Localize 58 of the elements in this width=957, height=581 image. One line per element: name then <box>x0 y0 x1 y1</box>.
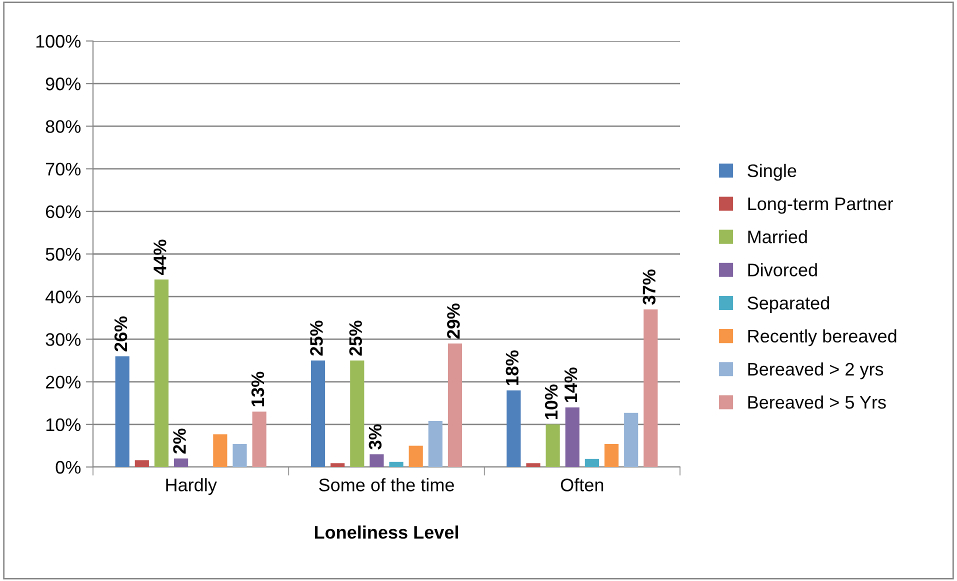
y-tick-label: 60% <box>46 205 81 218</box>
data-label: 44% <box>154 240 166 276</box>
bar <box>330 463 345 467</box>
bar <box>154 280 169 467</box>
data-label: 18% <box>506 350 519 385</box>
bar <box>448 343 462 467</box>
y-tick-label: 10% <box>46 418 81 432</box>
bar <box>350 360 364 467</box>
bar <box>174 458 188 467</box>
bar <box>644 309 658 467</box>
bar <box>389 462 404 467</box>
x-tick-label: Some of the time <box>319 478 454 492</box>
bar <box>232 444 247 467</box>
bar <box>604 444 619 467</box>
data-label: 25% <box>349 320 362 356</box>
y-tick-label: 0% <box>56 460 81 474</box>
legend-label: Single <box>748 164 796 181</box>
bar <box>584 458 599 467</box>
y-tick-label: 30% <box>46 333 81 346</box>
y-tick-label: 90% <box>46 78 81 90</box>
y-tick-label: 20% <box>46 376 81 389</box>
legend-label: Recently bereaved <box>748 329 896 346</box>
legend-label: Long-term Partner <box>748 198 894 214</box>
legend-label: Separated <box>748 296 829 314</box>
x-tick-label: Often <box>560 478 604 492</box>
bar <box>252 412 266 467</box>
x-tick-label: Hardly <box>166 478 217 495</box>
bar <box>565 407 580 467</box>
data-label: 3% <box>368 424 382 450</box>
legend-label: Bereaved > 2 yrs <box>748 362 884 380</box>
y-tick-label: 40% <box>45 290 81 304</box>
bar <box>134 460 149 467</box>
bar <box>506 390 521 467</box>
bar <box>115 356 130 467</box>
y-tick-label: 70% <box>46 162 81 176</box>
data-label: 37% <box>642 269 656 305</box>
bar <box>526 463 540 467</box>
data-label: 14% <box>564 367 578 402</box>
y-tick-label: 80% <box>46 120 81 133</box>
y-tick-label: 50% <box>46 248 81 261</box>
bar <box>370 454 384 467</box>
y-tick-label: 100% <box>36 34 81 48</box>
data-label: 2% <box>173 428 186 454</box>
x-axis-title: Loneliness Level <box>314 526 458 539</box>
data-label: 25% <box>310 320 323 356</box>
data-label: 29% <box>447 304 460 339</box>
data-label: 26% <box>114 316 128 352</box>
bar <box>624 412 638 467</box>
bar <box>213 434 228 467</box>
bar <box>408 446 423 467</box>
legend-label: Divorced <box>748 263 817 276</box>
legend-label: Married <box>748 230 807 244</box>
data-label: 10% <box>544 384 558 420</box>
bar <box>546 424 560 467</box>
bar <box>428 420 442 467</box>
data-label: 13% <box>251 372 264 406</box>
legend-label: Bereaved > 5 Yrs <box>748 395 886 409</box>
bar <box>310 360 326 467</box>
